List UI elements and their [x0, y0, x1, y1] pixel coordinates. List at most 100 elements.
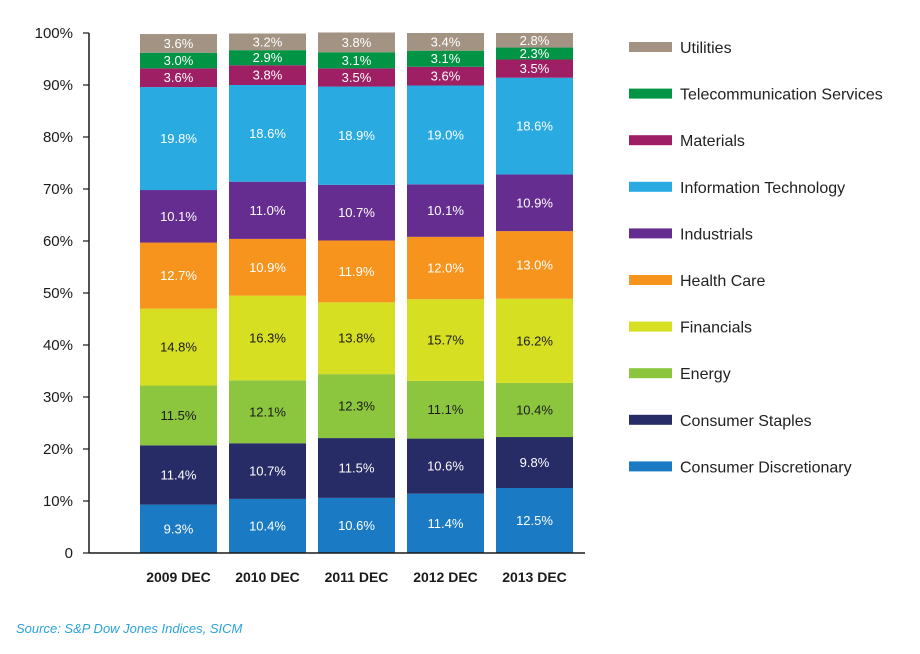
y-tick-label: 90% [43, 77, 73, 94]
legend-swatch [629, 321, 672, 332]
y-tick-label: 50% [43, 285, 73, 302]
data-label: 3.1% [431, 51, 461, 66]
bar-segment [318, 374, 395, 439]
bar-segment [229, 181, 306, 239]
data-label: 19.8% [160, 131, 197, 146]
bar-segment [496, 231, 573, 299]
data-label: 10.1% [160, 209, 197, 224]
data-label: 10.4% [249, 518, 286, 533]
legend-swatch [629, 135, 672, 146]
data-label: 11.9% [339, 264, 375, 279]
bar-segment [140, 68, 217, 88]
legend-label: Consumer Discretionary [680, 459, 852, 476]
data-label: 2.8% [520, 33, 550, 48]
bar-segment [407, 438, 484, 494]
legend-item: Consumer Staples [629, 413, 812, 430]
legend-item: Energy [629, 366, 731, 383]
data-label: 3.5% [520, 61, 550, 76]
data-label: 10.4% [516, 403, 553, 418]
x-tick-label: 2013 DEC [502, 569, 567, 585]
bar-segment [229, 295, 306, 381]
bar-segment [318, 184, 395, 241]
bar-segment [496, 298, 573, 383]
legend-item: Health Care [629, 273, 765, 290]
legend-swatch [629, 368, 672, 379]
data-label: 11.0% [250, 203, 286, 218]
data-label: 3.6% [164, 70, 194, 85]
data-label: 3.8% [253, 68, 283, 83]
legend-item: Consumer Discretionary [629, 459, 852, 476]
bar-segment [407, 493, 484, 553]
bar-segment [407, 85, 484, 185]
bar-segment [140, 52, 217, 69]
data-label: 12.0% [427, 261, 464, 276]
legend-label: Utilities [680, 40, 732, 57]
data-label: 2.9% [253, 50, 283, 65]
data-label: 3.4% [431, 34, 461, 49]
bars: 9.3% 11.4% 11.5% 14.8% 12.7% 10.1% 19.8% 3.6% 3.… [140, 32, 573, 553]
legend-label: Financials [680, 320, 752, 337]
data-label: 11.5% [339, 460, 375, 475]
data-label: 9.3% [164, 521, 194, 536]
bar-segment [140, 445, 217, 505]
bar-segment [496, 47, 573, 60]
data-label: 13.0% [516, 257, 553, 272]
data-label: 10.6% [338, 518, 375, 533]
y-tick-label: 10% [43, 493, 73, 510]
x-axis: 2009 DEC 2010 DEC 2011 DEC 2012 DEC 2013 DEC [89, 552, 585, 585]
data-label: 14.8% [160, 340, 197, 355]
bar-segment [140, 190, 217, 243]
bar-segment [318, 240, 395, 303]
bar-segment [229, 65, 306, 85]
legend-label: Materials [680, 133, 745, 150]
data-label: 3.5% [342, 70, 372, 85]
data-label: 3.8% [342, 35, 372, 50]
bar-segment [318, 86, 395, 185]
bar-segment [407, 66, 484, 86]
data-label: 3.0% [164, 53, 194, 68]
bar-segment [140, 308, 217, 386]
legend-swatch [629, 42, 672, 52]
y-tick-label: 0 [65, 545, 73, 562]
data-label: 11.4% [428, 516, 464, 531]
bar-segment [407, 380, 484, 439]
legend: Utilities Telecommunication Services Mater… [629, 40, 883, 476]
legend-swatch [629, 461, 672, 472]
data-label: 12.7% [160, 268, 197, 283]
data-label: 18.6% [249, 126, 286, 141]
x-tick-label: 2010 DEC [235, 569, 300, 585]
legend-label: Health Care [680, 273, 765, 290]
bar-stack: 10.4% 10.7% 12.1% 16.3% 10.9% 11.0% 18.6% 3.8% 2… [229, 33, 306, 553]
bar-segment [407, 50, 484, 67]
x-tick-label: 2012 DEC [413, 569, 478, 585]
y-tick-label: 40% [43, 337, 73, 354]
legend-label: Industrials [680, 226, 753, 243]
bar-segment [140, 385, 217, 446]
bar-segment [407, 299, 484, 381]
data-label: 12.1% [249, 404, 286, 419]
data-label: 16.2% [516, 333, 553, 348]
data-label: 10.9% [516, 195, 553, 210]
bar-segment [229, 443, 306, 499]
bar-segment [229, 50, 306, 66]
data-label: 13.8% [338, 331, 375, 346]
bar-segment [496, 382, 573, 438]
data-label: 10.9% [249, 260, 286, 275]
bar-segment [229, 33, 306, 51]
bar-stack: 10.6% 11.5% 12.3% 13.8% 11.9% 10.7% 18.9% 3.5% 3… [318, 32, 395, 553]
bar-segment [318, 497, 395, 553]
bar-segment [318, 302, 395, 375]
legend-item: Telecommunication Services [629, 87, 883, 104]
data-label: 9.8% [520, 455, 550, 470]
bar-segment [140, 504, 217, 553]
legend-item: Utilities [629, 40, 732, 57]
y-tick-label: 60% [43, 233, 73, 250]
data-label: 10.7% [249, 464, 286, 479]
x-tick-label: 2011 DEC [325, 569, 389, 585]
bar-segment [407, 33, 484, 51]
bar-segment [318, 68, 395, 87]
legend-label: Information Technology [680, 180, 845, 197]
data-label: 12.3% [338, 399, 375, 414]
legend-label: Consumer Staples [680, 413, 812, 430]
